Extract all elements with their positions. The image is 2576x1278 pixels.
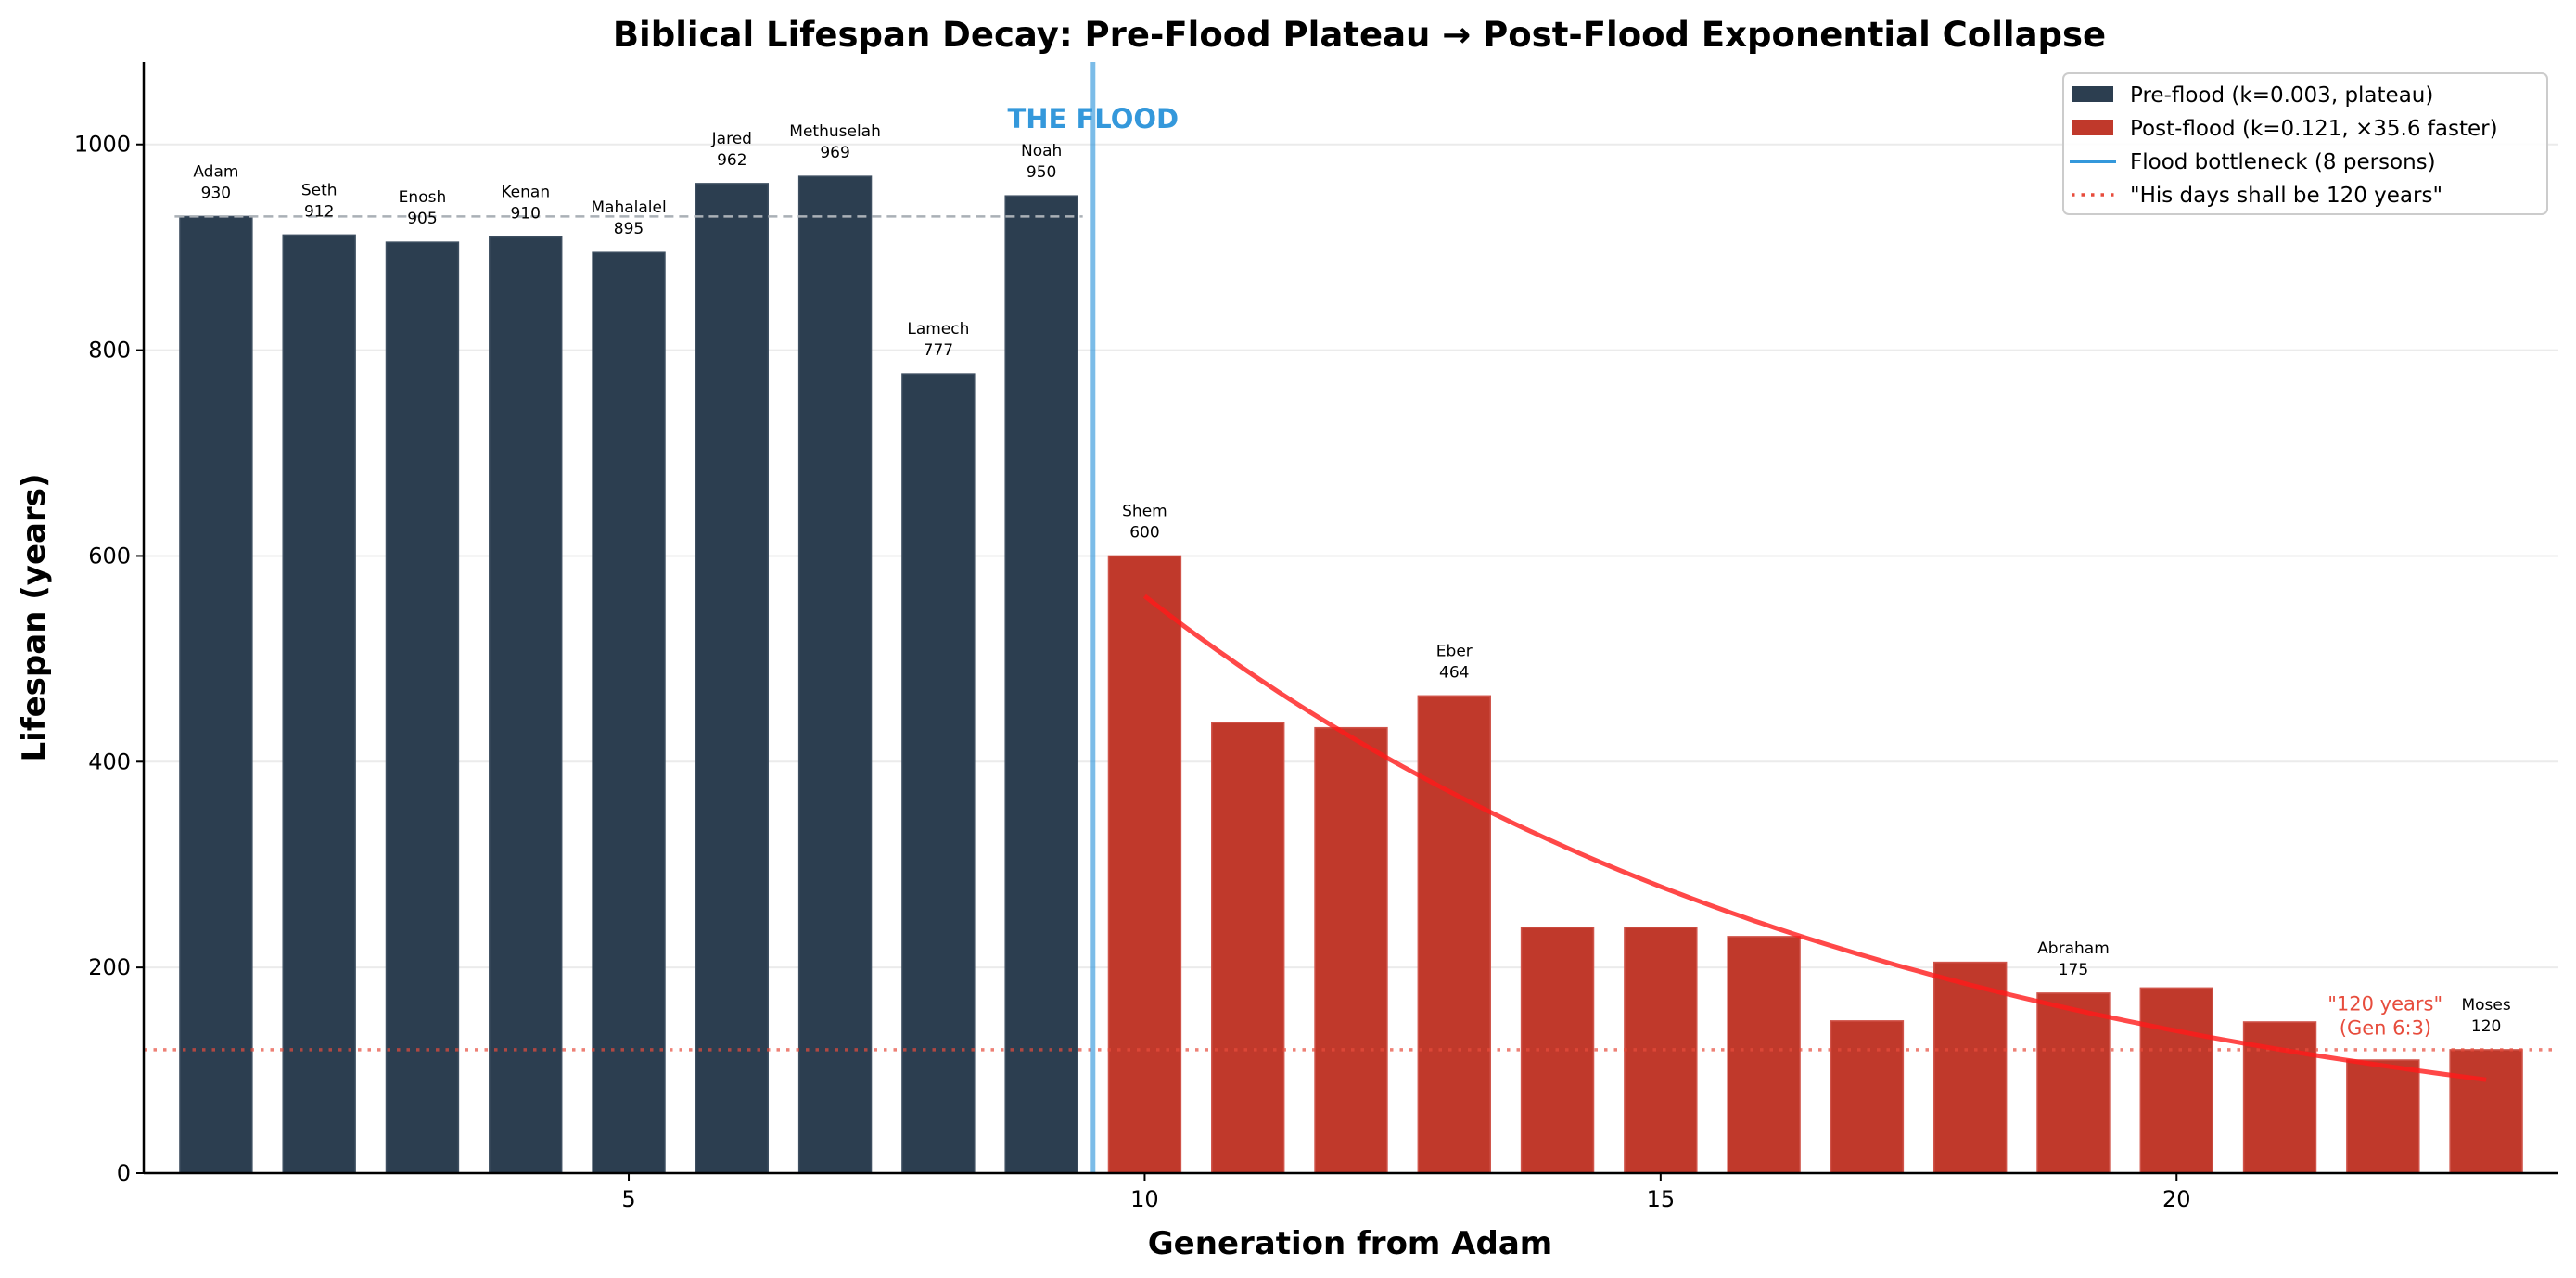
bar-label-value: 969	[820, 144, 849, 162]
bar-label-value: 910	[511, 205, 541, 224]
legend-label: "His days shall be 120 years"	[2130, 184, 2442, 208]
flood-label: THE FLOOD	[1007, 103, 1179, 134]
bar-label-name: Jared	[711, 130, 752, 148]
bar-post	[1314, 726, 1388, 1174]
y-tick-label: 800	[88, 338, 131, 364]
bar-label-name: Mahalalel	[591, 198, 666, 217]
legend-swatch-1	[2072, 120, 2113, 135]
bar-labels: "120 years"(Gen 6:3) Adam 930 Seth 912 Enosh 9…	[193, 122, 2511, 1039]
bar-label-name: Shem	[1122, 502, 1167, 520]
bar-label-name: Eber	[1436, 642, 1473, 660]
bar-post	[1211, 722, 1285, 1174]
bar-label-name: Seth	[301, 181, 338, 199]
bar-post	[1932, 961, 2008, 1174]
x-tick-label: 5	[621, 1186, 635, 1212]
overlays: THE FLOOD	[144, 62, 2558, 1173]
x-tick-label: 10	[1130, 1186, 1159, 1212]
y-tick-label: 600	[88, 543, 131, 569]
bar-post	[2036, 992, 2111, 1174]
bar-label-name: Abraham	[2037, 939, 2110, 958]
bar-pre	[489, 236, 563, 1174]
legend-box	[2062, 72, 2548, 215]
bar-label-value: 777	[924, 341, 953, 360]
bar-post	[1107, 555, 1182, 1174]
axes: 0 200 400 600 800 1000 5 10 15 20	[74, 62, 2558, 1212]
bar-label-name: Adam	[193, 162, 238, 181]
bar-label-value: 912	[304, 202, 334, 221]
bar-label-value: 464	[1439, 663, 1469, 682]
legend-label: Flood bottleneck (8 persons)	[2130, 150, 2436, 174]
bar-post	[2449, 1049, 2523, 1174]
bar-label-value: 120	[2471, 1017, 2501, 1036]
legend-swatch-0	[2072, 86, 2113, 102]
bar-pre	[901, 373, 976, 1174]
bar-post	[2346, 1059, 2420, 1174]
bar-pre	[179, 215, 253, 1174]
y-tick-label: 400	[88, 748, 131, 774]
bar-pre	[385, 241, 460, 1174]
bars	[179, 175, 2523, 1174]
legend: Pre-flood (k=0.003, plateau) Post-flood (…	[2062, 72, 2548, 215]
bar-label-value: 962	[717, 151, 746, 170]
bar-pre	[1004, 195, 1078, 1174]
bar-label-name: Kenan	[501, 184, 550, 202]
x-axis-label: Generation from Adam	[1148, 1225, 1552, 1262]
limit-annotation-line1: "120 years"	[2327, 993, 2442, 1016]
x-tick-label: 15	[1647, 1186, 1676, 1212]
bar-label-name: Methuselah	[789, 122, 881, 141]
bar-label-value: 950	[1027, 163, 1056, 182]
bar-pre	[592, 251, 666, 1174]
chart-title: Biblical Lifespan Decay: Pre-Flood Plate…	[613, 15, 2106, 55]
bar-label-value: 930	[201, 184, 231, 202]
bar-pre	[695, 183, 770, 1174]
bar-label-name: Moses	[2461, 996, 2510, 1015]
bar-label-name: Enosh	[399, 188, 447, 207]
y-tick-label: 200	[88, 954, 131, 980]
legend-label: Post-flood (k=0.121, ×35.6 faster)	[2130, 117, 2498, 141]
bar-post	[2139, 987, 2213, 1174]
bar-label-name: Noah	[1021, 142, 1062, 160]
bar-label-value: 895	[614, 220, 644, 238]
bar-label-value: 905	[407, 210, 437, 228]
bar-pre	[282, 234, 356, 1174]
x-tick-label: 20	[2162, 1186, 2191, 1212]
y-axis-label: Lifespan (years)	[16, 474, 53, 762]
legend-label: Pre-flood (k=0.003, plateau)	[2130, 83, 2433, 108]
bar-label-value: 175	[2059, 961, 2088, 979]
limit-annotation-line2: (Gen 6:3)	[2340, 1016, 2431, 1039]
y-tick-label: 1000	[74, 132, 131, 158]
bar-post	[1417, 695, 1491, 1174]
bar-post	[1727, 936, 1801, 1174]
exponential-fit-curve	[1142, 594, 2487, 1082]
bar-pre	[797, 175, 873, 1174]
bar-label-value: 600	[1129, 523, 1159, 542]
y-tick-label: 0	[117, 1160, 131, 1186]
bar-post	[1830, 1020, 1905, 1174]
bar-label-name: Lamech	[907, 320, 969, 339]
